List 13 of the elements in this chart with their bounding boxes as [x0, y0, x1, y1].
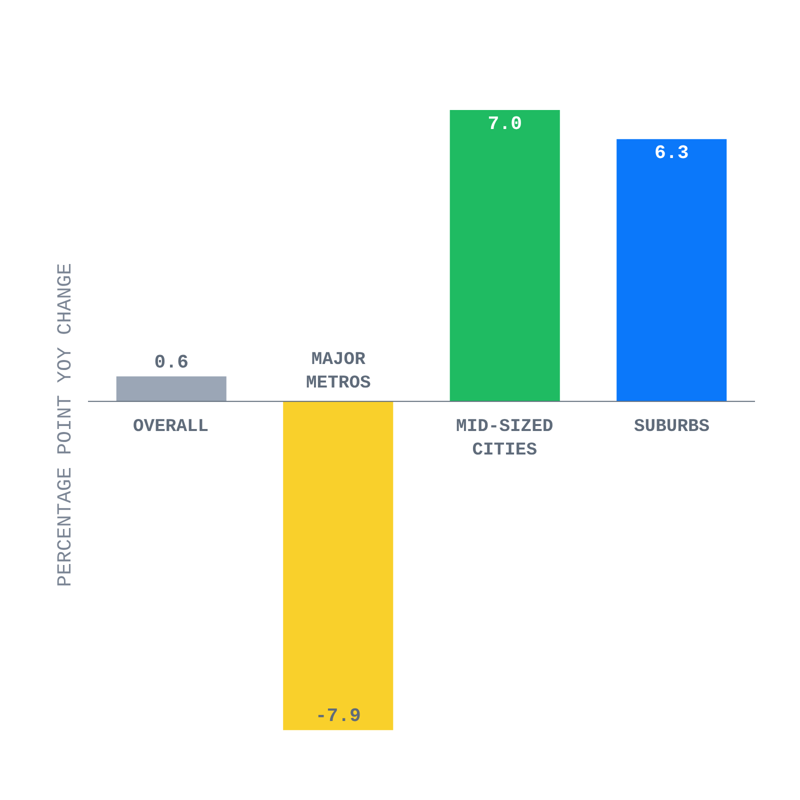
y-axis-title: PERCENTAGE POINT YOY CHANGE	[54, 262, 78, 588]
x-tick-label: MAJOR METROS	[306, 350, 372, 394]
x-tick-label: MID-SIZED CITIES	[456, 417, 554, 460]
data-label: 7.0	[488, 113, 522, 135]
data-label: 0.6	[154, 351, 188, 374]
data-label: 6.3	[654, 142, 689, 164]
data-label: -7.9	[315, 705, 361, 728]
bar	[450, 110, 560, 402]
x-tick-label: SUBURBS	[634, 417, 710, 437]
bar	[116, 376, 226, 402]
x-tick-label: OVERALL	[133, 417, 209, 437]
bar	[283, 401, 394, 730]
bar	[616, 139, 727, 402]
